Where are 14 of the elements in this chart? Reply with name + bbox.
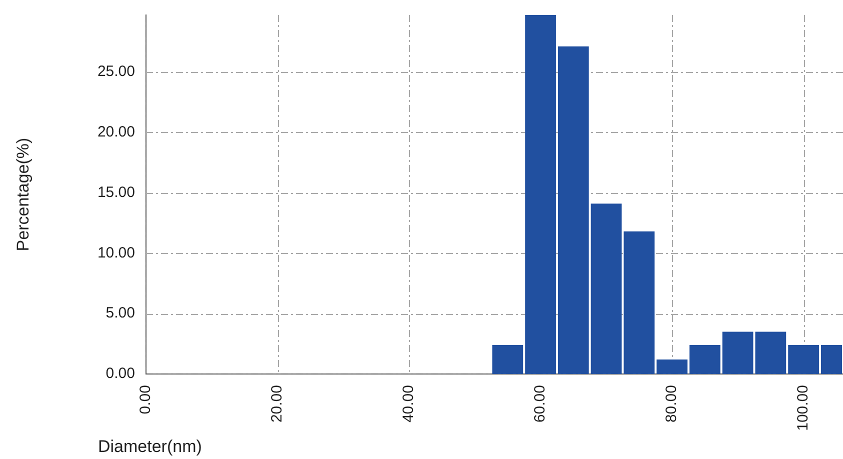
x-axis-title: Diameter(nm) <box>98 437 202 456</box>
y-tick-label: 5.00 <box>106 304 135 322</box>
y-tick-label: 15.00 <box>97 184 135 201</box>
x-tick-label: 0.00 <box>137 385 154 414</box>
x-tick-label: 20.00 <box>268 385 286 423</box>
x-tick-label: 80.00 <box>663 385 680 423</box>
x-tick-label: 60.00 <box>532 385 549 423</box>
y-axis-title: Percentage(%) <box>14 138 33 252</box>
y-tick-label: 0.00 <box>106 365 135 382</box>
x-tick-label: 40.00 <box>400 385 418 423</box>
y-tick-label: 10.00 <box>97 244 135 262</box>
y-tick-label: 25.00 <box>97 62 135 80</box>
x-tick-label: 100.00 <box>794 385 812 431</box>
y-tick-label: 20.00 <box>97 123 135 140</box>
